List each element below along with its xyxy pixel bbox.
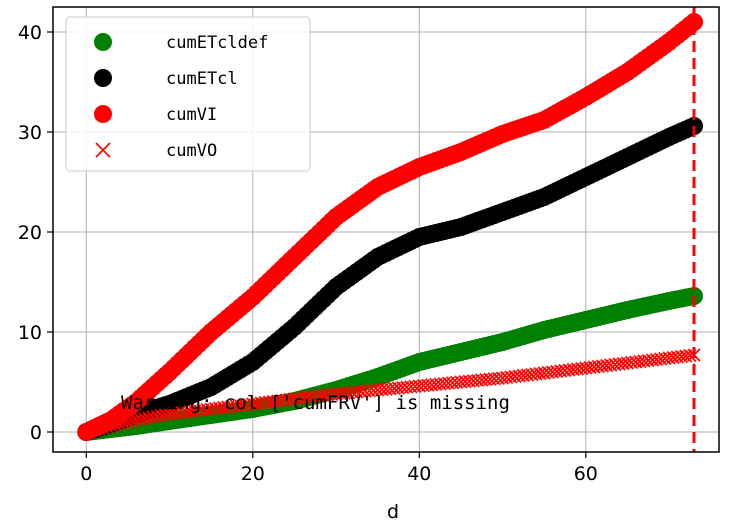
y-tick-label: 0 (30, 422, 42, 444)
legend: cumETcldef cumETcl cumVI cumVO (66, 17, 310, 171)
legend-label-cumETcl: cumETcl (166, 69, 238, 89)
legend-label-cumETcldef: cumETcldef (166, 33, 268, 53)
x-tick-label: 20 (241, 463, 265, 485)
y-tick-label: 30 (18, 122, 42, 144)
x-tick-label: 60 (574, 463, 598, 485)
warning-annotation: Warning: col ['cumFRV'] is missing (121, 392, 510, 414)
y-tick-label: 40 (18, 22, 42, 44)
x-tick-label: 0 (80, 463, 92, 485)
x-tick-label: 40 (407, 463, 431, 485)
legend-marker-cumETcl (94, 69, 112, 87)
legend-label-cumVO: cumVO (166, 141, 217, 161)
legend-marker-cumVI (94, 105, 112, 123)
legend-marker-cumETcldef (94, 33, 112, 51)
y-tick-label: 10 (18, 322, 42, 344)
y-tick-label: 20 (18, 222, 42, 244)
legend-label-cumVI: cumVI (166, 105, 217, 125)
x-axis-label: d (387, 501, 399, 523)
